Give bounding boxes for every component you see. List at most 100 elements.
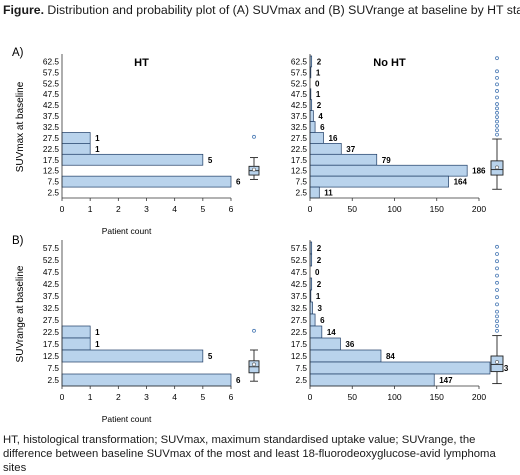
y-tick-label: 27.5	[43, 133, 60, 143]
x-tick-label: 1	[88, 204, 93, 214]
data-label: 1	[316, 90, 321, 99]
bar	[61, 175, 232, 188]
x-tick-label: 3	[144, 204, 149, 214]
x-tick-label: 0	[60, 392, 65, 402]
bar	[61, 153, 204, 166]
y-tick-label: 17.5	[291, 155, 308, 165]
bar	[61, 349, 204, 363]
y-tick-label: 12.5	[291, 351, 308, 361]
bar	[309, 349, 382, 363]
y-tick-label: 2.5	[47, 188, 59, 198]
bar	[309, 373, 435, 387]
y-tick-label: 7.5	[47, 363, 59, 373]
x-tick-label: 3	[144, 392, 149, 402]
y-tick-label: 57.5	[291, 243, 308, 253]
y-tick-label: 2.5	[47, 375, 59, 385]
bar	[309, 337, 341, 351]
boxplot-outlier	[495, 288, 499, 292]
data-label: 16	[329, 134, 338, 143]
data-label: 6	[320, 123, 325, 132]
boxplot-outlier	[495, 56, 499, 61]
y-tick-label: 37.5	[43, 111, 60, 121]
data-label: 2	[317, 57, 322, 66]
boxplot-outlier	[495, 302, 499, 307]
panel-label: B)	[12, 235, 24, 247]
y-tick-label: 7.5	[47, 177, 59, 187]
bar	[309, 175, 449, 188]
data-label: 147	[439, 376, 453, 385]
boxplot-outlier	[495, 89, 499, 93]
data-label: 6	[320, 316, 325, 325]
boxplot-outlier	[495, 106, 499, 111]
x-tick-label: 1	[88, 392, 93, 402]
boxplot-outlier	[495, 309, 499, 314]
data-label: 1	[95, 145, 100, 154]
boxplot-outlier	[495, 273, 499, 278]
y-tick-label: 12.5	[291, 166, 308, 176]
y-tick-label: 42.5	[43, 100, 60, 110]
y-tick-label: 12.5	[43, 351, 60, 361]
boxplot-outlier	[495, 259, 499, 264]
boxplot-outlier	[495, 69, 499, 74]
bar	[309, 325, 323, 339]
x-tick-label: 4	[172, 204, 177, 214]
data-label: 5	[208, 352, 213, 361]
y-tick-label: 27.5	[291, 133, 308, 143]
bar	[309, 361, 491, 375]
bar	[309, 186, 320, 199]
data-label: 1	[95, 134, 100, 143]
y-tick-label: 2.5	[295, 188, 307, 198]
data-label: 6	[236, 376, 241, 385]
data-label: 1	[95, 328, 100, 337]
data-label: 5	[208, 156, 213, 165]
y-tick-label: 47.5	[291, 89, 308, 99]
boxplot-outlier	[495, 75, 499, 80]
bar	[61, 373, 232, 387]
x-tick-label: 4	[172, 392, 177, 402]
data-label: 4	[318, 112, 323, 121]
y-tick-label: 52.5	[43, 255, 60, 265]
data-label: 1	[316, 292, 321, 301]
x-tick-label: 0	[60, 204, 65, 214]
boxplot-outlier	[495, 82, 499, 87]
y-tick-label: 17.5	[43, 155, 60, 165]
x-tick-label: 50	[348, 204, 358, 214]
x-tick-label: 0	[308, 204, 313, 214]
y-tick-label: 22.5	[43, 327, 60, 337]
bar	[309, 143, 342, 155]
boxplot-outlier	[495, 266, 499, 271]
y-tick-label: 22.5	[291, 327, 308, 337]
data-label: 11	[324, 189, 333, 198]
boxplot-outlier	[495, 252, 499, 256]
y-tick-label: 22.5	[43, 144, 60, 154]
x-tick-label: 5	[200, 392, 205, 402]
boxplot-outlier	[495, 124, 499, 128]
x-tick-label: 6	[229, 392, 234, 402]
boxplot-outlier	[495, 128, 499, 133]
x-tick-label: 200	[472, 392, 486, 402]
y-tick-label: 32.5	[43, 122, 60, 132]
bar	[309, 164, 468, 177]
y-tick-label: 7.5	[295, 177, 307, 187]
data-label: 3	[318, 304, 323, 313]
data-label: 0	[315, 79, 320, 88]
x-tick-label: 100	[387, 392, 401, 402]
y-tick-label: 62.5	[43, 56, 60, 66]
boxplot-outlier	[495, 119, 499, 124]
boxplot-outlier	[495, 95, 499, 100]
data-label: 84	[386, 352, 395, 361]
x-tick-label: 150	[430, 392, 444, 402]
x-tick-label: 2	[116, 204, 121, 214]
boxplot-mean-marker	[495, 165, 499, 170]
y-tick-label: 62.5	[291, 56, 308, 66]
boxplot-outlier	[495, 295, 499, 300]
y-tick-label: 47.5	[291, 267, 308, 277]
caption-text: Distribution and probability plot of (A)…	[44, 3, 520, 17]
bar	[309, 153, 378, 166]
bar	[61, 325, 91, 339]
y-tick-label: 47.5	[43, 267, 60, 277]
boxplot-outlier	[252, 134, 256, 139]
y-tick-label: 2.5	[295, 375, 307, 385]
x-tick-label: 6	[229, 204, 234, 214]
